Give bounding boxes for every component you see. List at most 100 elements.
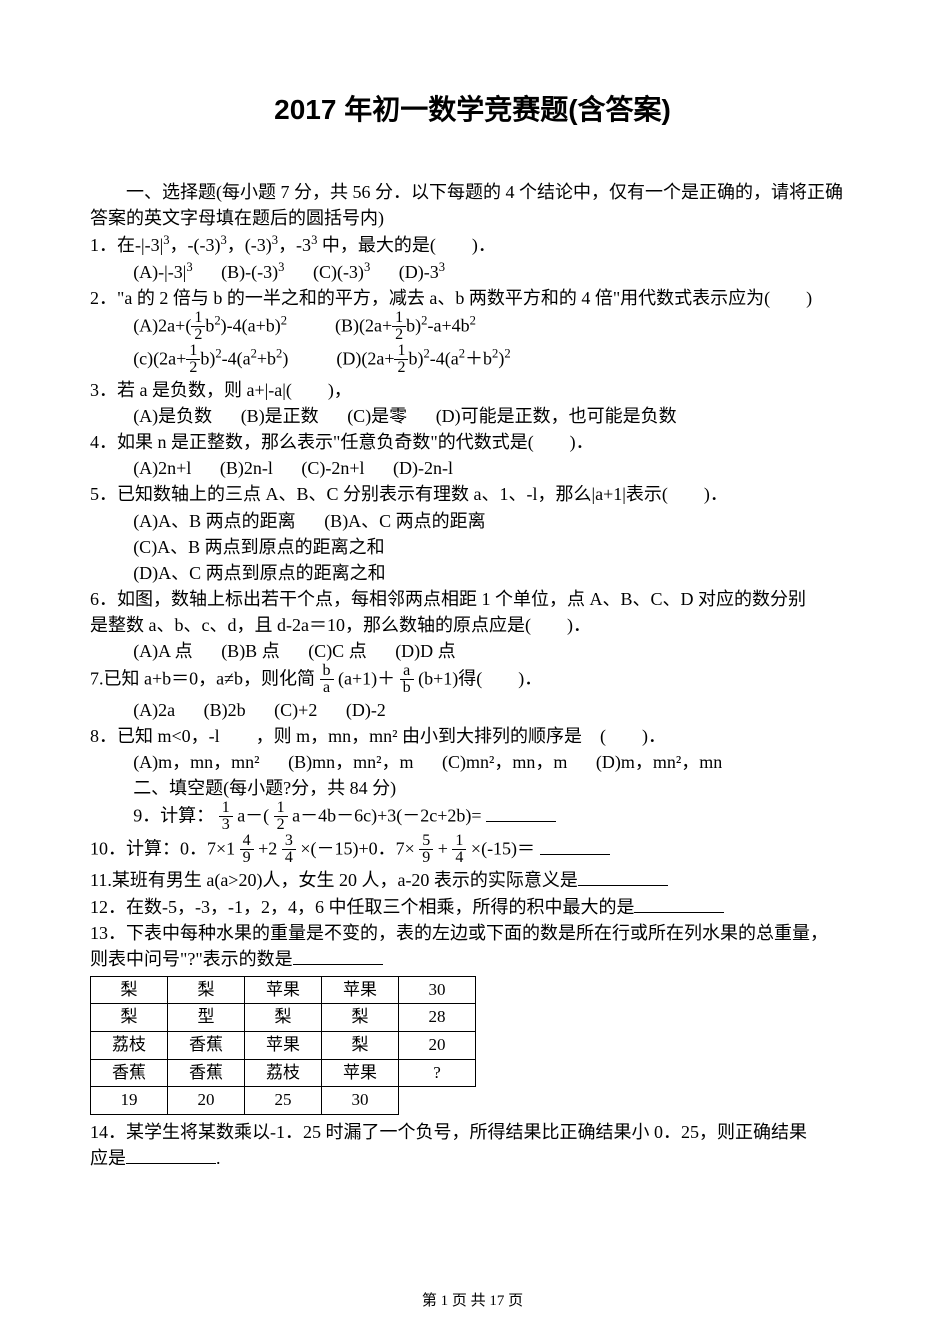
q2-opt-b: (B)(2a+12b)2-a+4b2 (335, 311, 476, 344)
q4-opt-b: (B)2n-l (220, 455, 273, 481)
q1-opt-c: (C)(-3)3 (313, 258, 370, 285)
table-row: 荔枝 香蕉 苹果 梨 20 (91, 1032, 476, 1060)
q7-options: (A)2a (B)2b (C)+2 (D)-2 (90, 697, 855, 723)
table-cell: 梨 (245, 1004, 322, 1032)
page-title: 2017 年初一数学竞赛题(含答案) (90, 90, 855, 131)
frac-a-b: ab (400, 663, 414, 696)
q1-options: (A)-|-3|3 (B)-(-3)3 (C)(-3)3 (D)-33 (90, 258, 855, 285)
page-footer: 第 1 页 共 17 页 (0, 1291, 945, 1313)
table-row: 19 20 25 30 (91, 1087, 476, 1115)
question-14-line2: 应是. (90, 1145, 855, 1171)
q6-opt-d: (D)D 点 (395, 638, 456, 664)
q13-blank (293, 946, 383, 965)
question-2-stem: 2．"a 的 2 倍与 b 的一半之和的平方，减去 a、b 两数平方和的 4 倍… (90, 285, 855, 311)
q3-opt-a: (A)是负数 (133, 403, 212, 429)
fruit-table-body: 梨 梨 苹果 苹果 30 梨 型 梨 梨 28 荔枝 香蕉 苹果 梨 20 (91, 976, 476, 1114)
table-cell: 20 (168, 1087, 245, 1115)
q2-options-row2: (c)(2a+12b)2-4(a2+b2) (D)(2a+12b)2-4(a2＋… (90, 344, 855, 377)
table-cell: 苹果 (322, 1059, 399, 1087)
table-cell: 香蕉 (91, 1059, 168, 1087)
fruit-table: 梨 梨 苹果 苹果 30 梨 型 梨 梨 28 荔枝 香蕉 苹果 梨 20 (90, 976, 476, 1115)
q5-options-row1: (A)A、B 两点的距离 (B)A、C 两点的距离 (90, 508, 855, 534)
question-6-stem-2: 是整数 a、b、c、d，且 d-2a＝10，那么数轴的原点应是( )． (90, 612, 855, 638)
frac-1-2: 12 (274, 800, 288, 833)
q5-opt-c: (C)A、B 两点到原点的距离之和 (133, 534, 385, 560)
table-cell: 梨 (91, 976, 168, 1004)
q3-options: (A)是负数 (B)是正数 (C)是零 (D)可能是正数，也可能是负数 (90, 403, 855, 429)
table-cell: 19 (91, 1087, 168, 1115)
table-cell: 荔枝 (245, 1059, 322, 1087)
q8-opt-a: (A)m，mn，mn² (133, 749, 259, 775)
frac-b-a: ba (320, 663, 334, 696)
q2-opt-d: (D)(2a+12b)2-4(a2＋b2)2 (336, 344, 510, 377)
q8-opt-d: (D)m，mn²，mn (596, 749, 722, 775)
frac-5-9: 59 (419, 833, 433, 866)
section-2-header: 二、填空题(每小题?分，共 84 分) (90, 775, 855, 801)
q8-opt-c: (C)mn²，mn，m (442, 749, 567, 775)
q3-opt-b: (B)是正数 (241, 403, 319, 429)
question-13-line1: 13．下表中每种水果的重量是不变的，表的左边或下面的数是所在行或所在列水果的总重… (90, 920, 855, 946)
q11-blank (578, 867, 668, 886)
table-row: 梨 梨 苹果 苹果 30 (91, 976, 476, 1004)
q1-opt-d: (D)-33 (399, 258, 445, 285)
question-8-stem: 8．已知 m<0，-l ，则 m，mn，mn² 由小到大排列的顺序是 ( )． (90, 723, 855, 749)
table-cell: 梨 (168, 976, 245, 1004)
frac-3-4: 34 (282, 833, 296, 866)
question-7-stem: 7.已知 a+b＝0，a≠b，则化简 ba (a+1)＋ ab (b+1)得( … (90, 664, 855, 697)
q1-opt-a: (A)-|-3|3 (133, 258, 192, 285)
table-cell: 苹果 (245, 976, 322, 1004)
q4-options: (A)2n+l (B)2n-l (C)-2n+l (D)-2n-l (90, 455, 855, 481)
frac-1-3: 13 (219, 800, 233, 833)
question-5-stem: 5．已知数轴上的三点 A、B、C 分别表示有理数 a、1、-l，那么|a+1|表… (90, 481, 855, 507)
q6-opt-b: (B)B 点 (221, 638, 280, 664)
q3-opt-d: (D)可能是正数，也可能是负数 (436, 403, 677, 429)
q4-opt-c: (C)-2n+l (301, 455, 364, 481)
q6-opt-c: (C)C 点 (308, 638, 367, 664)
table-cell: 梨 (322, 1032, 399, 1060)
table-cell: 苹果 (245, 1032, 322, 1060)
table-row: 香蕉 香蕉 荔枝 苹果 ? (91, 1059, 476, 1087)
q4-opt-d: (D)-2n-l (393, 455, 453, 481)
table-cell: 香蕉 (168, 1059, 245, 1087)
question-1: 1．在-|-3|3，-(-3)3，(-3)3，-33 中，最大的是( )． (90, 231, 855, 258)
q7-opt-c: (C)+2 (274, 697, 317, 723)
table-cell: 荔枝 (91, 1032, 168, 1060)
question-13-line2: 则表中问号"?"表示的数是 (90, 946, 855, 972)
page: 2017 年初一数学竞赛题(含答案) 一、选择题(每小题 7 分，共 56 分．… (0, 0, 945, 1337)
q8-opt-b: (B)mn，mn²，m (288, 749, 413, 775)
q5-options-row2: (C)A、B 两点到原点的距离之和 (90, 534, 855, 560)
q6-options: (A)A 点 (B)B 点 (C)C 点 (D)D 点 (90, 638, 855, 664)
q8-options: (A)m，mn，mn² (B)mn，mn²，m (C)mn²，mn，m (D)m… (90, 749, 855, 775)
question-14-line1: 14．某学生将某数乘以-1．25 时漏了一个负号，所得结果比正确结果小 0．25… (90, 1119, 855, 1145)
table-cell: 25 (245, 1087, 322, 1115)
question-9: 9．计算： 13 a－( 12 a－4b－6c)+3(－2c+2b)= (90, 801, 855, 834)
q14-blank (126, 1145, 216, 1164)
section-1-header: 一、选择题(每小题 7 分，共 56 分．以下每题的 4 个结论中，仅有一个是正… (90, 179, 855, 231)
q5-opt-a: (A)A、B 两点的距离 (133, 508, 296, 534)
q5-options-row3: (D)A、C 两点到原点的距离之和 (90, 560, 855, 586)
table-row: 梨 型 梨 梨 28 (91, 1004, 476, 1032)
q9-blank (486, 803, 556, 822)
q4-opt-a: (A)2n+l (133, 455, 191, 481)
table-cell: 梨 (91, 1004, 168, 1032)
q2-options-row1: (A)2a+(12b2)-4(a+b)2 (B)(2a+12b)2-a+4b2 (90, 311, 855, 344)
q7-opt-a: (A)2a (133, 697, 175, 723)
question-3-stem: 3．若 a 是负数，则 a+|-a|( )， (90, 377, 855, 403)
table-cell-empty (399, 1087, 476, 1115)
q10-blank (540, 836, 610, 855)
table-cell: 28 (399, 1004, 476, 1032)
q7-opt-d: (D)-2 (346, 697, 386, 723)
q6-opt-a: (A)A 点 (133, 638, 193, 664)
q1-opt-b: (B)-(-3)3 (221, 258, 284, 285)
q7-opt-b: (B)2b (204, 697, 246, 723)
q1-stem: 1．在-|-3|3，-(-3)3，(-3)3，-33 中，最大的是( )． (90, 235, 496, 255)
question-11: 11.某班有男生 a(a>20)人，女生 20 人，a-20 表示的实际意义是 (90, 867, 855, 893)
table-cell: 香蕉 (168, 1032, 245, 1060)
frac-4-9: 49 (240, 833, 254, 866)
table-cell: 苹果 (322, 976, 399, 1004)
q5-opt-d: (D)A、C 两点到原点的距离之和 (133, 560, 386, 586)
q2-opt-c: (c)(2a+12b)2-4(a2+b2) (133, 344, 288, 377)
question-12: 12．在数-5，-3，-1，2，4，6 中任取三个相乘，所得的积中最大的是 (90, 894, 855, 920)
table-cell: 20 (399, 1032, 476, 1060)
q5-opt-b: (B)A、C 两点的距离 (324, 508, 486, 534)
